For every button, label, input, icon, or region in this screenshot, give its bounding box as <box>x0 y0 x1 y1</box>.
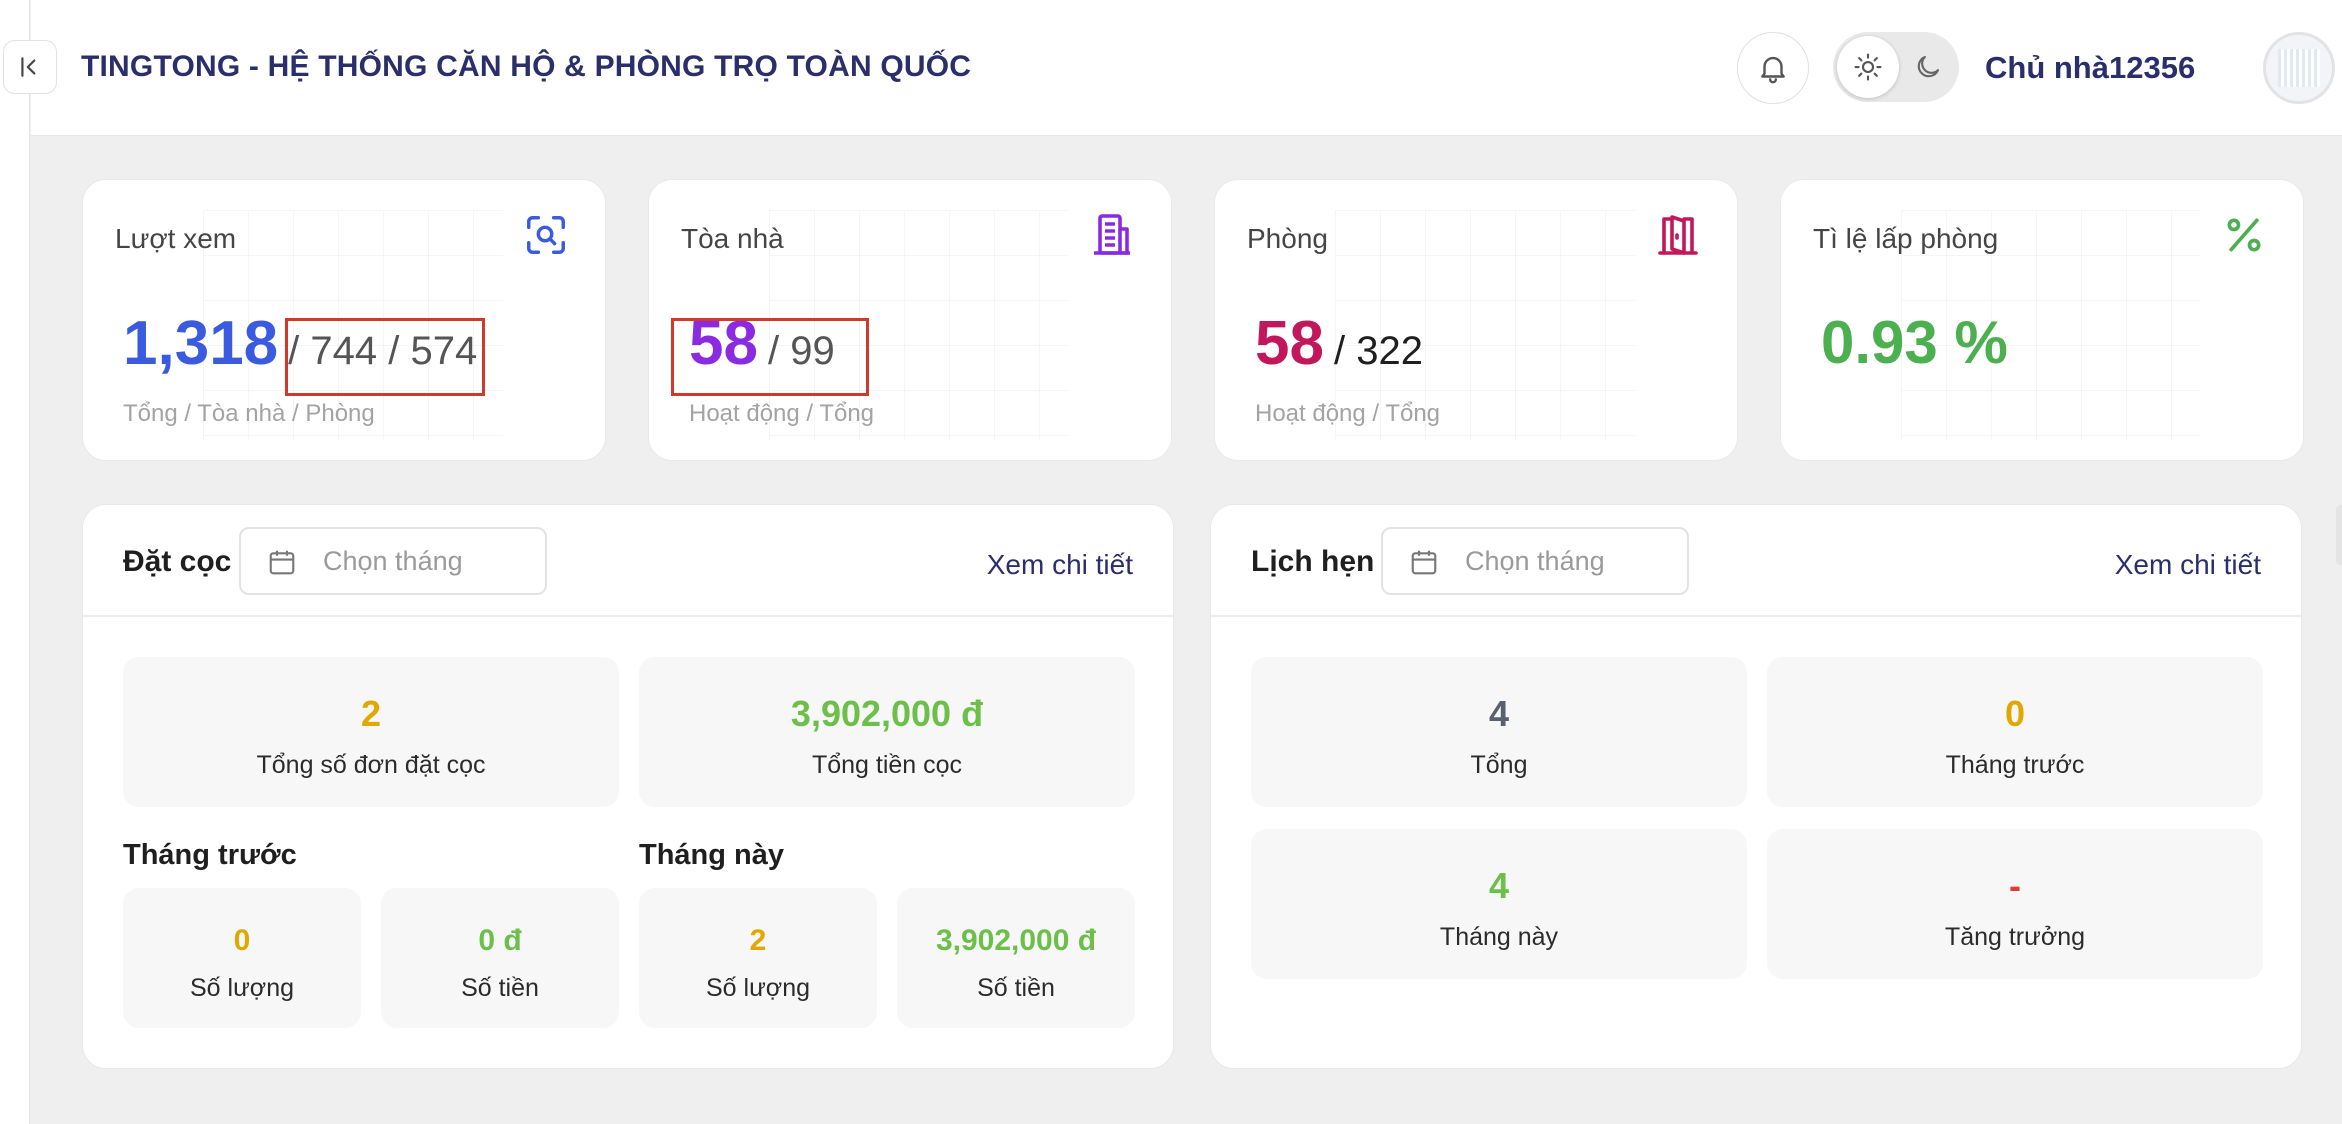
appointments-this-month-tile: 4 Tháng này <box>1251 829 1747 979</box>
this-month-heading: Tháng này <box>639 839 785 871</box>
tile-label: Tổng <box>1470 751 1528 779</box>
tile-value: 2 <box>360 693 382 734</box>
stat-card-rooms: Phòng 58 / 322 Hoạt động / Tổng <box>1214 179 1738 461</box>
sidebar-collapsed <box>0 0 30 1124</box>
user-name[interactable]: Chủ nhà12356 <box>1985 50 2196 85</box>
panel-title: Lịch hẹn <box>1251 545 1375 578</box>
stat-card-occupancy: Tì lệ lấp phòng 0.93 % <box>1780 179 2304 461</box>
stat-breakdown: / 322 <box>1333 329 1423 373</box>
stat-label: Lượt xem <box>115 223 237 254</box>
stat-label: Phòng <box>1247 223 1328 254</box>
tile-label: Số tiền <box>461 974 539 1002</box>
tile-label: Tháng trước <box>1945 751 2085 779</box>
stat-subtitle: Tổng / Tòa nhà / Phòng <box>123 400 375 427</box>
stat-breakdown: / 99 <box>767 329 835 373</box>
tile-value: - <box>2009 865 2021 906</box>
calendar-icon <box>269 550 295 575</box>
tile-value: 3,902,000 đ <box>790 693 984 734</box>
tile-value: 2 <box>749 924 767 957</box>
tile-value: 4 <box>1488 693 1510 734</box>
notifications-button[interactable] <box>1737 32 1809 104</box>
stat-value: 58 <box>1255 309 1324 378</box>
this-month-amount-tile: 3,902,000 đ Số tiền <box>897 888 1135 1028</box>
search-view-icon <box>521 210 571 260</box>
this-month-count-tile: 2 Số lượng <box>639 888 877 1028</box>
appointments-total-tile: 4 Tổng <box>1251 657 1747 807</box>
app-title: TINGTONG - HỆ THỐNG CĂN HỘ & PHÒNG TRỌ T… <box>81 50 972 83</box>
deposit-detail-link[interactable]: Xem chi tiết <box>986 549 1133 580</box>
stat-card-views: Lượt xem 1,318 / 744 / 574 Tổng / Tòa nh… <box>82 179 606 461</box>
theme-toggle[interactable] <box>1833 32 1959 102</box>
highlight-box <box>671 318 869 396</box>
moon-icon[interactable] <box>1913 52 1943 82</box>
stat-breakdown: / 744 / 574 <box>288 329 478 373</box>
tile-label: Số tiền <box>977 974 1055 1002</box>
avatar-image <box>2278 49 2320 87</box>
scroll-edge <box>2336 505 2342 565</box>
tile-label: Số lượng <box>189 974 295 1002</box>
door-icon <box>1653 210 1703 260</box>
building-icon <box>1087 210 1137 260</box>
stat-label: Tì lệ lấp phòng <box>1813 223 1999 254</box>
tile-value: 0 đ <box>478 924 522 957</box>
tile-value: 4 <box>1488 865 1510 906</box>
avatar[interactable] <box>2263 32 2335 104</box>
deposit-panel: Đặt cọc Xem chi tiết 2 Tổng số đơn đặt c… <box>82 504 1174 1069</box>
collapse-sidebar-button[interactable] <box>3 40 57 94</box>
tile-label: Tổng số đơn đặt cọc <box>256 751 486 779</box>
deposit-month-picker[interactable] <box>239 527 547 595</box>
highlight-box <box>285 318 485 396</box>
tile-label: Tăng trưởng <box>1944 923 2086 951</box>
tile-label: Tháng này <box>1439 923 1559 951</box>
appointments-detail-link[interactable]: Xem chi tiết <box>2114 549 2261 580</box>
appointments-month-picker[interactable] <box>1381 527 1689 595</box>
tile-value: 0 <box>2004 693 2026 734</box>
percent-icon <box>2219 210 2269 260</box>
deposit-month-input[interactable] <box>323 541 533 581</box>
collapse-left-icon <box>21 57 36 77</box>
sun-icon <box>1854 53 1882 81</box>
tile-value: 0 <box>233 924 251 957</box>
stat-subtitle: Hoạt động / Tổng <box>689 400 875 427</box>
total-orders-tile: 2 Tổng số đơn đặt cọc <box>123 657 619 807</box>
bell-icon <box>1761 56 1785 84</box>
top-bar: TINGTONG - HỆ THỐNG CĂN HỘ & PHÒNG TRỌ T… <box>31 0 2342 136</box>
stat-value: 0.93 % <box>1821 309 2008 376</box>
stat-value: 1,318 <box>123 309 279 378</box>
stat-subtitle: Hoạt động / Tổng <box>1255 400 1441 427</box>
appointments-last-month-tile: 0 Tháng trước <box>1767 657 2263 807</box>
last-month-heading: Tháng trước <box>123 839 297 871</box>
last-month-amount-tile: 0 đ Số tiền <box>381 888 619 1028</box>
total-amount-tile: 3,902,000 đ Tổng tiền cọc <box>639 657 1135 807</box>
tile-label: Số lượng <box>705 974 811 1002</box>
stat-card-buildings: Tòa nhà 58 / 99 Hoạt động / Tổng <box>648 179 1172 461</box>
appointments-panel: Lịch hẹn Xem chi tiết 4 Tổng 0 Tháng trư… <box>1210 504 2302 1069</box>
light-mode-option[interactable] <box>1837 36 1899 98</box>
last-month-count-tile: 0 Số lượng <box>123 888 361 1028</box>
appointments-month-input[interactable] <box>1465 541 1675 581</box>
tile-value: 3,902,000 đ <box>935 924 1097 957</box>
calendar-icon <box>1411 550 1437 575</box>
tile-label: Tổng tiền cọc <box>811 751 963 779</box>
stat-label: Tòa nhà <box>681 223 784 254</box>
appointments-growth-tile: - Tăng trưởng <box>1767 829 2263 979</box>
panel-title: Đặt cọc <box>123 545 232 578</box>
